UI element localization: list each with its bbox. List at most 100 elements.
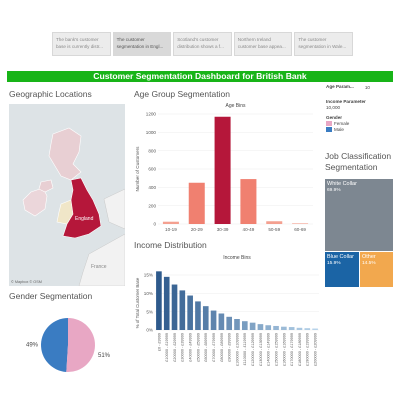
- gender-segmentation-title: Gender Segmentation: [9, 291, 93, 301]
- white-collar-label: White Collar: [327, 181, 357, 187]
- region-scotland[interactable]: [48, 127, 82, 181]
- pie-slice-male[interactable]: [41, 318, 68, 372]
- income-y-axis-label: % of Total Customer Base: [135, 277, 140, 328]
- income-x-tick-label: £30000 - £39999: [181, 333, 185, 362]
- legend-item-male[interactable]: Male: [326, 127, 398, 132]
- income-bar[interactable]: [288, 327, 295, 330]
- other-label: Other: [362, 254, 376, 260]
- age-bar-10-19[interactable]: [162, 221, 179, 224]
- income-bar[interactable]: [195, 301, 201, 330]
- age-chart-title: Age Bins: [225, 103, 246, 109]
- income-bar[interactable]: [171, 284, 178, 330]
- income-bar[interactable]: [304, 328, 311, 330]
- income-bar[interactable]: [226, 316, 233, 330]
- income-x-tick-label: £20000 - £29999: [173, 333, 177, 362]
- map-credit: © Mapbox © OSM: [11, 280, 42, 284]
- age-bar-20-29[interactable]: [188, 182, 205, 224]
- income-x-tick-label: £170000 - £179999: [290, 333, 294, 366]
- income-bar[interactable]: [163, 276, 170, 330]
- income-bar[interactable]: [218, 313, 225, 331]
- income-x-tick-label: £90000 - £99999: [228, 333, 232, 362]
- income-x-tick-label: £130000 - £139999: [259, 333, 263, 366]
- income-bar[interactable]: [273, 325, 279, 330]
- legend-female-label: Female: [334, 121, 350, 126]
- income-bar[interactable]: [257, 324, 264, 330]
- income-bar[interactable]: [265, 325, 272, 330]
- dashboard-title: Customer Segmentation Dashboard for Brit…: [7, 71, 393, 82]
- income-bar[interactable]: [296, 327, 303, 330]
- story-tab-3[interactable]: Scotland's customer distribution shows a…: [173, 32, 232, 56]
- region-england[interactable]: [62, 177, 102, 239]
- age-y-tick-label: 0: [153, 222, 156, 227]
- income-x-tick-label: £0 - £9999: [157, 333, 161, 351]
- age-param-value[interactable]: 10: [364, 84, 370, 90]
- income-y-tick-label: 0%: [146, 328, 153, 333]
- legend-panel: Age Param... 10 Income Parameter 10,000 …: [326, 84, 398, 133]
- income-bar[interactable]: [187, 295, 193, 330]
- england-label: England: [75, 216, 94, 222]
- income-x-tick-label: £180000 - £189999: [298, 333, 302, 366]
- age-y-tick-label: 400: [148, 185, 156, 190]
- pie-label-male: 49%: [26, 343, 39, 349]
- age-x-tick-label: 50-59: [268, 227, 280, 232]
- treemap-blue-collar[interactable]: Blue Collar 15.9%: [325, 252, 359, 287]
- story-tabs: The bank's customer base is currently di…: [52, 32, 353, 56]
- income-y-tick-label: 10%: [144, 291, 153, 296]
- pie-slice-female[interactable]: [66, 318, 96, 372]
- income-x-tick-label: £60000 - £69999: [204, 333, 208, 362]
- income-bar[interactable]: [241, 321, 248, 330]
- treemap-other[interactable]: Other 14.5%: [360, 252, 393, 287]
- male-swatch: [326, 127, 332, 132]
- income-param-value[interactable]: 10,000: [326, 105, 341, 110]
- story-tab-1[interactable]: The bank's customer base is currently di…: [52, 32, 111, 56]
- income-bar[interactable]: [179, 290, 186, 330]
- income-bar[interactable]: [249, 322, 256, 330]
- income-x-tick-label: £190000 - £199999: [306, 333, 310, 366]
- income-bar[interactable]: [156, 271, 162, 330]
- uk-map[interactable]: England France © Mapbox © OSM: [9, 104, 125, 286]
- region-northern-ireland[interactable]: [38, 179, 54, 193]
- income-param-label: Income Parameter: [326, 99, 366, 104]
- income-bar[interactable]: [210, 310, 217, 330]
- age-y-axis-label: Number of Customers: [135, 146, 140, 192]
- pie-label-female: 51%: [98, 353, 111, 359]
- age-bins-chart[interactable]: Age Bins Number of Customers 0 200 400 600 800…: [133, 100, 318, 235]
- age-param-label: Age Param...: [326, 84, 354, 89]
- income-x-tick-label: £40000 - £49999: [189, 333, 193, 362]
- gender-pie-chart[interactable]: 49% 51%: [20, 310, 120, 380]
- income-x-tick-label: £10000 - £19999: [165, 333, 169, 362]
- job-classification-title: Job Classification Segmentation: [325, 151, 392, 173]
- income-x-tick-label: £110000 - £119999: [243, 333, 247, 365]
- income-x-tick-label: £160000 - £169999: [282, 333, 286, 366]
- age-bar-50-59[interactable]: [266, 221, 283, 224]
- age-x-tick-label: 20-29: [191, 227, 203, 232]
- income-x-tick-label: £140000 - £149999: [267, 333, 271, 366]
- age-x-tick-label: 40-49: [243, 227, 255, 232]
- age-x-tick-label: 10-19: [165, 227, 177, 232]
- job-classification-treemap[interactable]: White Collar 69.9% Blue Collar 15.9% Oth…: [325, 179, 393, 287]
- age-bar-30-39[interactable]: [214, 116, 231, 224]
- income-bar[interactable]: [312, 328, 318, 330]
- other-pct: 14.5%: [362, 260, 376, 266]
- income-bar[interactable]: [234, 319, 240, 330]
- age-bar-40-49[interactable]: [240, 179, 257, 224]
- income-bins-chart[interactable]: Income Bins % of Total Customer Base 0% 5% 1…: [133, 252, 323, 398]
- treemap-white-collar[interactable]: White Collar 69.9%: [325, 179, 393, 251]
- blue-collar-pct: 15.9%: [327, 260, 341, 266]
- income-x-tick-label: £70000 - £79999: [212, 333, 216, 362]
- age-y-tick-label: 800: [148, 148, 156, 153]
- age-y-tick-label: 600: [148, 167, 156, 172]
- legend-item-female[interactable]: Female: [326, 121, 398, 126]
- story-tab-4[interactable]: Northern Ireland customer base appea...: [233, 32, 293, 56]
- income-y-tick-label: 15%: [144, 273, 153, 278]
- income-distribution-title: Income Distribution: [134, 240, 207, 250]
- blue-collar-label: Blue Collar: [327, 254, 354, 260]
- story-tab-5[interactable]: The customer segmentation in Wale...: [294, 32, 353, 56]
- age-bar-60-69[interactable]: [292, 223, 309, 224]
- age-x-tick-label: 30-39: [217, 227, 229, 232]
- income-x-tick-label: £50000 - £59999: [196, 333, 200, 362]
- income-bar[interactable]: [281, 326, 287, 330]
- story-tab-2[interactable]: The customer segmentation in Engl...: [112, 32, 172, 56]
- age-segmentation-title: Age Group Segmentation: [134, 89, 230, 99]
- income-bar[interactable]: [202, 306, 209, 330]
